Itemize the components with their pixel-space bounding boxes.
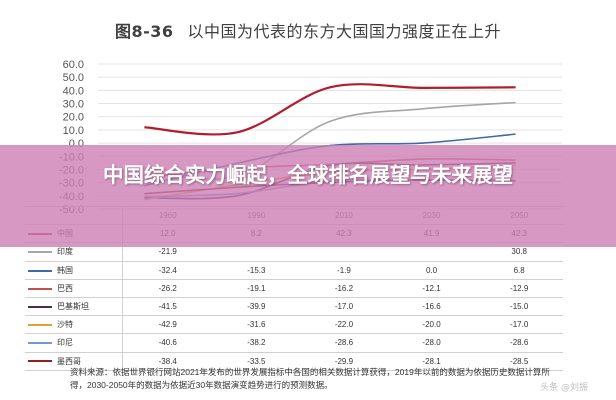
data-label: -26.2: [122, 279, 213, 298]
table-row: 韩国 -32.4 -15.3 -1.9 0.0 6.8: [25, 261, 563, 280]
table-row: 巴基斯坦 -41.5 -39.9 -17.0 -16.6 -15.0: [25, 297, 563, 317]
legend-label: 墨西哥: [57, 356, 81, 366]
data-label: -29.9: [300, 352, 388, 371]
data-label: -17.0: [475, 315, 563, 335]
table-row: 印尼 -40.6 -38.2 -28.6 -28.0 -28.6: [25, 333, 563, 353]
legend-entry: 墨西哥: [25, 352, 123, 371]
y-tick-label: 60.0: [63, 59, 84, 71]
legend-label: 印度: [57, 247, 73, 257]
legend-swatch: [28, 251, 52, 254]
data-label: -17.0: [300, 297, 388, 317]
data-label: -39.9: [212, 297, 301, 317]
banner-headline: 中国综合实力崛起，全球排名展望与未来展望: [103, 163, 513, 187]
data-label: -19.1: [212, 279, 301, 298]
legend-swatch: [28, 342, 52, 345]
source-note: 资料来源：依据世界银行网站2021年发布的世界发展指标中各国的相关数据计算获得，…: [70, 367, 550, 390]
data-label: -28.0: [387, 333, 476, 353]
legend-label: 巴基斯坦: [57, 302, 89, 312]
data-label: -16.6: [387, 297, 476, 317]
y-tick-label: 40.0: [63, 85, 84, 97]
data-label: -1.9: [300, 261, 388, 280]
watermark: 头条 @刘振: [540, 383, 588, 393]
data-label: -12.1: [387, 279, 476, 298]
table-row: 印度 -21.9 30.8: [25, 242, 563, 262]
data-label: -28.5: [475, 352, 563, 371]
legend-swatch: [28, 287, 52, 290]
data-label: 6.8: [475, 261, 563, 280]
data-label: -28.1: [387, 352, 476, 371]
legend-label: 印尼: [57, 338, 73, 348]
y-tick-label: 50.0: [63, 72, 84, 84]
legend-label: 巴西: [57, 283, 73, 293]
data-label: -16.2: [300, 279, 388, 298]
table-row: 巴西 -26.2 -19.1 -16.2 -12.1 -12.9: [25, 279, 563, 298]
legend-entry: 巴基斯坦: [25, 297, 123, 317]
legend-swatch: [28, 305, 52, 308]
data-label: -28.6: [475, 333, 563, 353]
figure-number: 图8-36: [114, 22, 174, 41]
legend-entry: 韩国: [25, 261, 123, 280]
data-label: [212, 242, 301, 262]
title-banner: [0, 145, 616, 247]
legend-label: 韩国: [57, 265, 73, 275]
table-row: 沙特 -42.9 -31.6 -22.0 -20.0 -17.0: [25, 315, 563, 335]
data-label: -21.9: [122, 242, 213, 262]
legend-entry: 印度: [25, 242, 123, 262]
data-label: -12.9: [475, 279, 563, 298]
data-label: -15.3: [212, 261, 301, 280]
data-label: -38.2: [212, 333, 301, 353]
data-label: [387, 242, 476, 262]
table-row: 墨西哥 -38.4 -33.5 -29.9 -28.1 -28.5: [25, 352, 563, 371]
figure-title: 图8-36 以中国为代表的东方大国国力强度正在上升: [0, 18, 616, 42]
legend-entry: 巴西: [25, 279, 123, 298]
data-label: -32.4: [122, 261, 213, 280]
data-label: -38.4: [122, 352, 213, 371]
data-label: -28.6: [300, 333, 388, 353]
data-label: -40.6: [122, 333, 213, 353]
series-line-1: [144, 83, 516, 136]
legend-entry: 印尼: [25, 333, 123, 353]
figure-title-text: 以中国为代表的东方大国国力强度正在上升: [187, 22, 502, 41]
data-label: 0.0: [387, 261, 476, 280]
legend-swatch: [28, 269, 52, 272]
data-label: [300, 242, 388, 262]
data-label: -41.5: [122, 297, 213, 317]
legend-swatch: [28, 324, 52, 327]
data-label: -22.0: [300, 315, 388, 335]
legend-label: 沙特: [57, 320, 73, 330]
y-tick-label: 20.0: [63, 112, 84, 124]
legend-entry: 沙特: [25, 315, 123, 335]
data-label: -33.5: [212, 352, 301, 371]
data-label: -20.0: [387, 315, 476, 335]
y-tick-label: 10.0: [63, 125, 84, 137]
legend-swatch: [28, 360, 52, 363]
data-label: -42.9: [122, 315, 213, 335]
data-label: -15.0: [475, 297, 563, 317]
data-label: -31.6: [212, 315, 301, 335]
y-tick-label: 30.0: [63, 99, 84, 111]
data-label: 30.8: [475, 242, 563, 262]
